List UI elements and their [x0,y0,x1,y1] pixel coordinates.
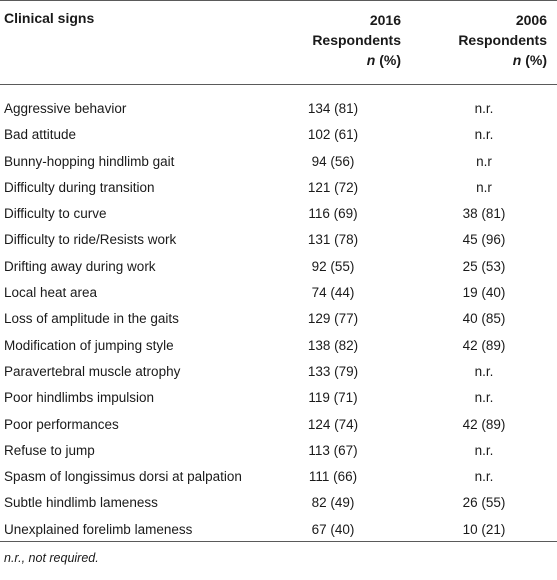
table-row: Difficulty during transition 121 (72) n.r [0,175,557,201]
cell-2006: 38 (81) [462,206,506,222]
cell-clinical-sign: Drifting away during work [4,258,156,274]
table-top-rule [0,0,557,1]
cell-2016: 111 (66) [308,469,358,485]
cell-clinical-sign: Spasm of longissimus dorsi at palpation [4,469,242,485]
cell-2006: 42 (89) [462,416,506,432]
cell-clinical-sign: Poor hindlimbs impulsion [4,390,155,406]
header-2006-pct: (%) [521,52,547,68]
table-row: Spasm of longissimus dorsi at palpation 1… [0,464,557,490]
cell-clinical-sign: Poor performances [4,416,119,432]
cell-2016: 124 (74) [307,416,359,432]
header-2016-unit: n (%) [290,50,401,70]
table-row: Aggressive behavior 134 (81) n.r. [0,96,557,122]
cell-2016: 133 (79) [307,363,359,379]
table-header-rule [0,84,557,85]
table-row: Poor hindlimbs impulsion 119 (71) n.r. [0,385,557,411]
cell-2016: 138 (82) [307,337,359,353]
table-row: Modification of jumping style 138 (82) 42 … [0,333,557,359]
header-2006-label: Respondents [458,32,547,48]
header-2016-n: n [366,52,376,68]
table-row: Local heat area 74 (44) 19 (40) [0,280,557,306]
header-2016-pct: (%) [375,52,401,68]
header-2006-unit: n (%) [430,50,547,70]
cell-2016: 119 (71) [308,390,358,406]
table-row: Bad attitude 102 (61) n.r. [0,122,557,148]
cell-clinical-sign: Bad attitude [4,127,77,143]
header-2016-respondents: 2016 Respondents n (%) [290,10,401,70]
cell-2006: n.r. [474,101,494,116]
cell-2006: n.r. [474,442,494,458]
header-2016-label: Respondents [312,32,401,48]
table-row: Drifting away during work 92 (55) 25 (53) [0,254,557,280]
cell-2006: n.r. [474,127,494,143]
cell-clinical-sign: Aggressive behavior [4,101,127,116]
cell-2006: 45 (96) [462,232,506,248]
table-row: Bunny-hopping hindlimb gait 94 (56) n.r [0,149,557,175]
cell-2006: 10 (21) [462,521,506,537]
table-bottom-rule [0,541,557,542]
cell-clinical-sign: Unexplained forelimb lameness [4,521,193,537]
cell-2016: 116 (69) [308,206,358,222]
cell-2016: 82 (49) [311,495,355,511]
header-2016-year: 2016 [369,12,401,28]
table-header: Clinical signs 2016 Respondents n (%) 20… [0,0,557,84]
cell-2006: 42 (89) [462,337,506,353]
cell-2016: 134 (81) [307,101,359,116]
cell-clinical-sign: Difficulty during transition [4,179,155,195]
cell-2016: 129 (77) [307,311,359,327]
table-row: Refuse to jump 113 (67) n.r. [0,438,557,464]
table-body: Aggressive behavior 134 (81) n.r. Bad atti… [0,96,557,543]
header-clinical-signs: Clinical signs [4,10,95,26]
cell-clinical-sign: Subtle hindlimb lameness [4,495,158,511]
table-row: Difficulty to curve 116 (69) 38 (81) [0,201,557,227]
header-2006-n: n [512,52,522,68]
cell-clinical-sign: Difficulty to ride/Resists work [4,232,177,248]
table-row: Paravertebral muscle atrophy 133 (79) n.r. [0,359,557,385]
cell-2016: 92 (55) [311,258,355,274]
table-row: Loss of amplitude in the gaits 129 (77) 40… [0,306,557,332]
cell-clinical-sign: Paravertebral muscle atrophy [4,363,181,379]
cell-2016: 74 (44) [311,285,355,301]
cell-2006: n.r [476,179,492,195]
cell-2016: 113 (67) [308,442,358,458]
header-2006-year: 2006 [515,12,547,28]
cell-2006: 40 (85) [462,311,506,327]
cell-clinical-sign: Bunny-hopping hindlimb gait [4,153,175,169]
table-row: Difficulty to ride/Resists work 131 (78) 4… [0,227,557,253]
table-row: Poor performances 124 (74) 42 (89) [0,412,557,438]
cell-2006: n.r. [474,469,494,485]
cell-2006: n.r [476,153,492,169]
cell-2006: n.r. [474,390,494,406]
header-2006-respondents: 2006 Respondents n (%) [430,10,547,70]
cell-2006: n.r. [474,363,494,379]
table-row: Unexplained forelimb lameness 67 (40) 10 (… [0,517,557,543]
table-row: Subtle hindlimb lameness 82 (49) 26 (55) [0,490,557,516]
cell-clinical-sign: Difficulty to curve [4,206,107,222]
cell-clinical-sign: Local heat area [4,285,98,301]
cell-2006: 19 (40) [462,285,506,301]
table-footnote: n.r., not required. [4,551,99,565]
cell-2016: 94 (56) [311,153,355,169]
cell-clinical-sign: Refuse to jump [4,442,95,458]
cell-2006: 25 (53) [462,258,506,274]
cell-2006: 26 (55) [462,495,506,511]
cell-clinical-sign: Loss of amplitude in the gaits [4,311,179,327]
cell-clinical-sign: Modification of jumping style [4,337,174,353]
cell-2016: 131 (78) [307,232,359,248]
cell-2016: 121 (72) [307,179,359,195]
cell-2016: 102 (61) [307,127,359,143]
cell-2016: 67 (40) [311,521,355,537]
